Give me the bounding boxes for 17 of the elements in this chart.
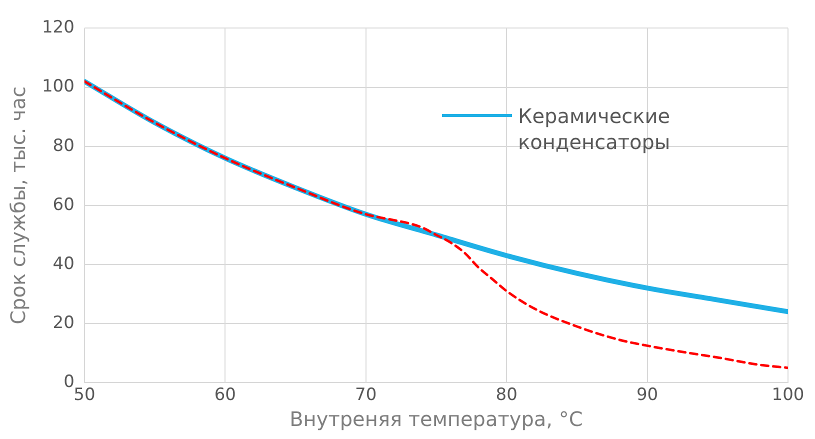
x-axis-title: Внутреняя температура, °C [290, 407, 583, 432]
line-series [84, 80, 788, 370]
x-tick-label: 50 [74, 385, 96, 406]
legend-label: Керамические конденсаторы [518, 103, 672, 155]
y-tick-label: 120 [42, 18, 74, 38]
y-tick-label: 80 [52, 136, 74, 156]
y-tick-label: 0 [64, 372, 74, 392]
x-tick-label: 80 [496, 385, 518, 406]
y-tick-label: 60 [52, 194, 74, 215]
x-tick-label: 90 [636, 385, 658, 406]
x-tick-label: 100 [772, 385, 804, 406]
y-axis-title: Срок службы, тыс. час [6, 86, 30, 324]
x-tick-label: 60 [214, 385, 236, 406]
y-tick-label: 20 [52, 312, 74, 333]
y-tick-label: 100 [42, 76, 74, 97]
y-tick-label: 40 [52, 254, 74, 274]
x-tick-label: 70 [355, 385, 377, 406]
